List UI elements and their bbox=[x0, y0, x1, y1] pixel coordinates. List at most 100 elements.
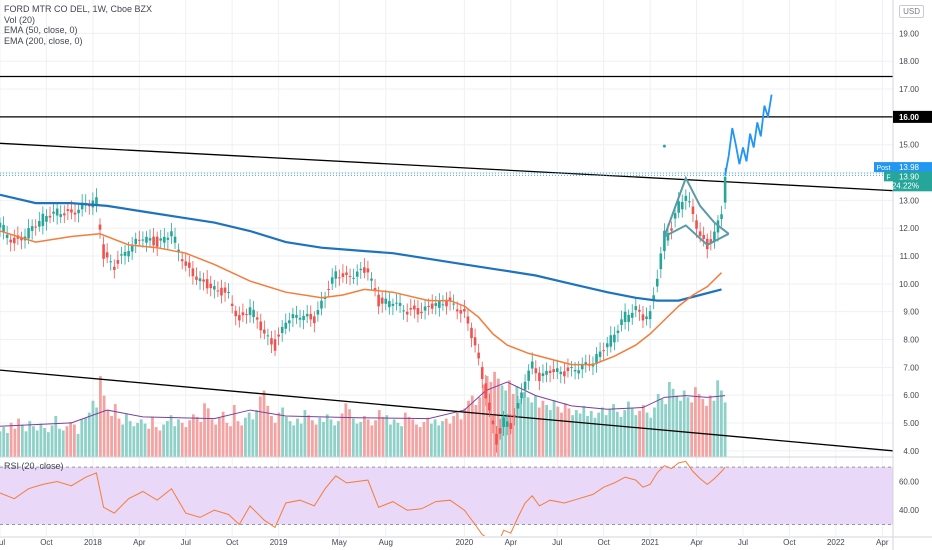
volume-bar bbox=[46, 432, 50, 457]
candle-body bbox=[352, 277, 355, 279]
candle-body bbox=[145, 236, 148, 243]
candle-body bbox=[166, 237, 170, 240]
volume-bar bbox=[54, 416, 58, 457]
candle-body bbox=[391, 303, 395, 306]
volume-bar bbox=[656, 393, 660, 457]
volume-bar bbox=[333, 425, 337, 457]
x-tick-label: Apr bbox=[690, 538, 703, 547]
candle-body bbox=[480, 367, 484, 380]
symbol-legend[interactable]: FORD MTR CO DEL, 1W, Cboe BZX bbox=[4, 4, 153, 14]
candle-body bbox=[598, 351, 602, 357]
candle-body bbox=[516, 402, 520, 409]
vol-legend[interactable]: Vol (20) bbox=[4, 14, 36, 25]
x-tick-label: Oct bbox=[783, 538, 796, 547]
volume-bar bbox=[351, 418, 355, 457]
y-tick-label: 4.00 bbox=[903, 447, 919, 456]
volume-bar bbox=[578, 413, 582, 457]
volume-bar bbox=[225, 422, 229, 457]
drawings-layer[interactable] bbox=[0, 75, 894, 452]
candle-body bbox=[241, 312, 245, 316]
candle-body bbox=[477, 352, 480, 359]
volume-bar bbox=[545, 404, 549, 457]
volume-bar bbox=[604, 415, 608, 457]
volume-bar bbox=[496, 378, 500, 457]
candle-body bbox=[577, 370, 580, 374]
volume-bar bbox=[195, 416, 199, 457]
trendline bbox=[0, 142, 894, 192]
volume-bar bbox=[169, 415, 173, 457]
x-tick-label: Oct bbox=[226, 538, 239, 547]
volume-bar bbox=[630, 407, 634, 457]
y-tick-label: 6.00 bbox=[903, 391, 919, 400]
wedge-lower bbox=[663, 224, 730, 247]
volume-bar bbox=[180, 422, 184, 457]
candle-body bbox=[159, 238, 163, 241]
candle-body bbox=[77, 209, 80, 214]
volume-bar bbox=[675, 395, 679, 457]
volume-bar bbox=[441, 421, 444, 457]
volume-bar bbox=[548, 410, 552, 457]
candle-body bbox=[5, 234, 9, 239]
candle-body bbox=[302, 315, 305, 321]
volume-bar bbox=[403, 412, 407, 457]
volume-bar bbox=[110, 416, 113, 457]
candle-body bbox=[427, 305, 430, 307]
candle-body bbox=[213, 286, 216, 290]
x-tick-label: 2019 bbox=[270, 538, 288, 547]
candle-body bbox=[470, 327, 473, 339]
candle-body bbox=[130, 244, 134, 252]
candle-body bbox=[323, 297, 327, 299]
volume-bar bbox=[474, 404, 478, 457]
y-tick-label: 8.00 bbox=[903, 336, 919, 345]
candle-body bbox=[541, 373, 545, 377]
candle-body bbox=[273, 339, 277, 351]
rsi-tick-label: 40.00 bbox=[899, 506, 920, 515]
candle-body bbox=[555, 368, 559, 373]
candle-body bbox=[566, 367, 570, 372]
candle-body bbox=[52, 211, 55, 214]
volume-bar bbox=[288, 421, 292, 457]
last-price-pct: 24.22% bbox=[892, 181, 919, 190]
volume-bar bbox=[20, 424, 24, 457]
candle-body bbox=[409, 307, 413, 310]
currency-badge[interactable]: USD bbox=[899, 5, 924, 18]
candle-body bbox=[359, 268, 363, 271]
candle-body bbox=[638, 309, 641, 312]
volume-bar bbox=[504, 390, 508, 457]
volume-bar bbox=[340, 413, 344, 457]
volume-bar bbox=[314, 424, 318, 457]
candle-body bbox=[430, 303, 434, 309]
volume-bar bbox=[158, 430, 162, 457]
candle-body bbox=[405, 311, 409, 315]
candle-body bbox=[663, 230, 666, 251]
candle-body bbox=[720, 214, 723, 219]
volume-bar bbox=[463, 408, 467, 457]
candle-body bbox=[48, 215, 52, 218]
ema200-legend[interactable]: EMA (200, close, 0) bbox=[4, 35, 83, 46]
candle-body bbox=[609, 335, 613, 347]
candle-body bbox=[80, 202, 84, 210]
volume-bar bbox=[84, 417, 87, 457]
post-price-text: 13.98 bbox=[899, 163, 920, 172]
candle-body bbox=[284, 322, 288, 329]
volume-bar bbox=[76, 433, 80, 457]
candle-body bbox=[66, 209, 70, 212]
candle-body bbox=[59, 214, 63, 217]
ema50-legend[interactable]: EMA (50, close, 0) bbox=[4, 25, 78, 35]
y-tick-label: 12.00 bbox=[899, 224, 920, 233]
volume-bar bbox=[716, 380, 720, 457]
volume-bar bbox=[325, 414, 329, 457]
candle-body bbox=[455, 309, 459, 312]
candle-body bbox=[502, 417, 505, 428]
candle-body bbox=[180, 259, 184, 262]
volume-bar bbox=[627, 401, 630, 457]
candle-body bbox=[548, 370, 552, 374]
candle-body bbox=[234, 310, 238, 317]
rsi-legend[interactable]: RSI (20, close) bbox=[4, 461, 64, 471]
candle-body bbox=[327, 288, 330, 290]
volume-bar bbox=[69, 421, 73, 457]
volume-bar bbox=[251, 419, 255, 457]
volume-bar bbox=[407, 416, 411, 457]
candle-body bbox=[545, 370, 548, 375]
